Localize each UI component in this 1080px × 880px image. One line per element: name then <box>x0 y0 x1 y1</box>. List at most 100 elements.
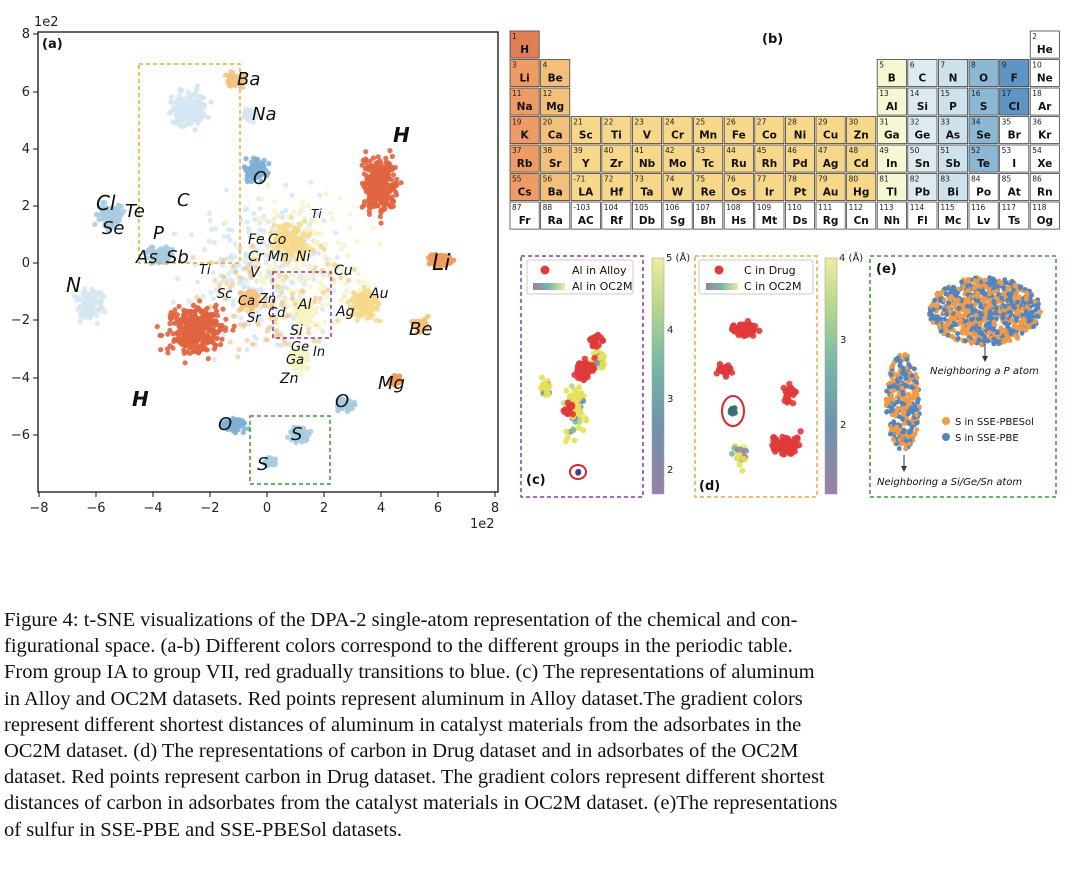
scatter-point <box>197 298 203 304</box>
element-label: Co <box>268 232 286 248</box>
scatter-point <box>291 209 297 215</box>
scatter-point <box>197 318 203 325</box>
scatter-point <box>971 339 977 344</box>
element-symbol: LA <box>578 187 594 199</box>
scatter-point <box>262 296 268 302</box>
scatter-point <box>228 252 234 258</box>
scatter-point <box>237 245 243 252</box>
scatter-point <box>388 186 394 192</box>
scatter-point <box>1006 285 1012 290</box>
element-symbol: Y <box>581 158 590 170</box>
scatter-point <box>277 332 283 338</box>
scatter-point <box>251 210 257 216</box>
scatter-point <box>367 158 373 164</box>
scatter-point <box>174 97 180 103</box>
element-number: 112 <box>849 203 864 212</box>
scatter-point <box>173 112 179 118</box>
scatter-point <box>285 434 291 440</box>
element-number: 14 <box>910 89 920 98</box>
scatter-point <box>95 292 101 298</box>
element-label: Mn <box>268 249 289 265</box>
scatter-point <box>265 182 271 189</box>
scatter-point <box>254 257 260 263</box>
scatter-point <box>580 427 587 434</box>
scatter-point <box>187 342 193 348</box>
scatter-point <box>290 291 296 297</box>
scatter-point <box>722 373 730 380</box>
scatter-point <box>379 182 386 188</box>
scatter-point <box>328 210 334 216</box>
x-tick-label: −4 <box>143 501 162 516</box>
scatter-point <box>384 196 390 202</box>
scatter-point <box>261 281 267 287</box>
scatter-point <box>370 177 376 183</box>
scatter-point <box>582 361 590 369</box>
element-number: 21 <box>573 118 583 127</box>
scatter-point <box>372 189 378 196</box>
scatter-point <box>279 289 285 295</box>
scatter-point <box>205 323 211 329</box>
x-tick-label: 8 <box>491 501 499 516</box>
scatter-point <box>235 354 241 360</box>
scatter-point <box>365 197 371 203</box>
element-label: O <box>253 168 267 189</box>
scatter-point <box>331 268 337 274</box>
scatter-point <box>950 288 956 294</box>
scatter-point <box>181 318 187 324</box>
element-label: S <box>257 454 268 475</box>
scatter-point <box>168 94 174 100</box>
scatter-point <box>213 318 219 324</box>
scatter-point <box>301 297 307 303</box>
scatter-point <box>308 428 314 435</box>
scatter-point <box>211 240 217 246</box>
scatter-point <box>221 274 227 280</box>
scatter-point <box>190 254 196 260</box>
scatter-point <box>247 288 253 294</box>
scatter-point <box>291 228 297 234</box>
element-symbol: Os <box>731 187 746 199</box>
element-number: 104 <box>604 203 619 212</box>
scatter-point <box>194 86 200 93</box>
scatter-point <box>378 220 384 226</box>
element-cell: 74W <box>662 173 693 202</box>
scatter-point <box>780 443 787 450</box>
scatter-point <box>74 298 80 304</box>
y-tick-label: −2 <box>11 313 30 328</box>
scatter-point <box>740 448 747 454</box>
element-symbol: Ga <box>884 130 900 142</box>
scatter-point <box>563 387 570 394</box>
y-tick-label: −4 <box>11 371 30 386</box>
scatter-point <box>171 337 177 343</box>
scatter-point <box>248 274 254 280</box>
element-number: 37 <box>512 146 522 155</box>
y-tick-label: 8 <box>22 27 30 42</box>
element-number: 18 <box>1032 89 1042 98</box>
scatter-point <box>304 437 310 443</box>
scatter-point <box>344 288 350 294</box>
scatter-point <box>264 328 270 334</box>
scatter-point <box>360 303 366 309</box>
element-label: Cr <box>248 249 265 265</box>
scatter-point <box>194 114 200 120</box>
element-symbol: At <box>1008 187 1021 199</box>
element-number: 25 <box>696 118 706 127</box>
x-tick-label: 0 <box>263 501 271 516</box>
scatter-point <box>385 201 391 207</box>
panel-d-colorbar-tick-2: 2 <box>840 420 846 431</box>
element-symbol: H <box>520 44 529 56</box>
scatter-point <box>92 221 98 228</box>
scatter-point <box>182 310 188 316</box>
scatter-point <box>276 273 282 279</box>
element-number: 86 <box>1032 175 1042 184</box>
scatter-point <box>243 251 249 257</box>
